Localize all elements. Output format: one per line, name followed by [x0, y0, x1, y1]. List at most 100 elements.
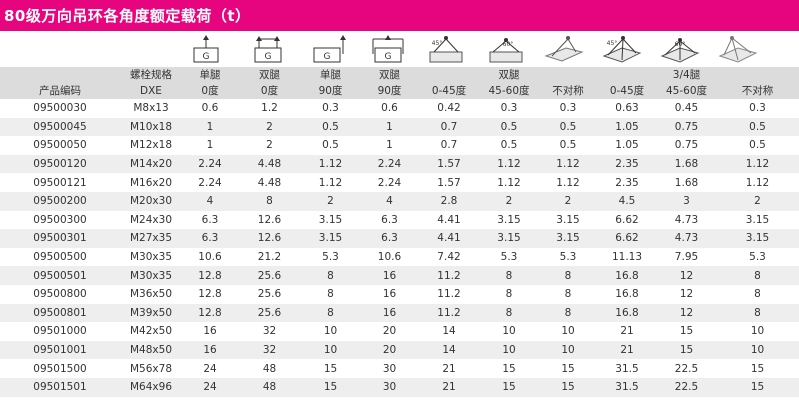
product-code-cell: 09500800	[0, 284, 120, 304]
load-value-cell: 1.12	[716, 173, 799, 192]
load-value-cell: 0.5	[301, 117, 360, 137]
load-value-cell: 48	[238, 359, 301, 378]
product-code-cell: 09501001	[0, 340, 120, 360]
double-leg-90-icon: G	[372, 35, 404, 63]
load-value-cell: 11.2	[419, 303, 479, 323]
bolt-spec-cell: M14x20	[120, 154, 182, 174]
load-value-cell: 1.68	[657, 154, 716, 174]
load-value-cell: 21	[597, 322, 657, 341]
header-cell: 0-45度	[419, 83, 479, 99]
three-four-leg-asym-icon	[718, 36, 758, 63]
load-value-cell: 2	[716, 191, 799, 211]
load-value-cell: 12.8	[182, 266, 238, 285]
svg-text:60°: 60°	[503, 41, 514, 48]
load-value-cell: 1.12	[716, 154, 799, 174]
load-value-cell: 3.15	[301, 210, 360, 230]
table-row: 09500801 M39x50 12.8 25.6 8 16 11.2 8 8 16.8 12 8	[0, 303, 799, 323]
load-value-cell: 15	[716, 359, 799, 378]
load-value-cell: 8	[539, 303, 597, 323]
header-row-bottom: 产品编码 DXE 0度 0度 90度 90度 0-45度 45-60度 不对称 0-45度 45-6…	[0, 83, 799, 99]
load-value-cell: 24	[182, 359, 238, 378]
header-cell	[716, 67, 799, 83]
load-value-cell: 2.35	[597, 154, 657, 174]
load-value-cell: 3.15	[716, 210, 799, 230]
header-cell: 90度	[301, 83, 360, 99]
load-value-cell: 0.5	[539, 117, 597, 137]
bolt-spec-cell: M64x96	[120, 377, 182, 397]
load-value-cell: 8	[238, 191, 301, 211]
load-value-cell: 0.6	[182, 99, 238, 118]
load-value-cell: 6.3	[182, 229, 238, 248]
table-row: 09501500 M56x78 24 48 15 30 21 15 15 31.5 22.5 15	[0, 359, 799, 378]
load-value-cell: 16	[360, 284, 419, 304]
header-cell: 45-60度	[479, 83, 539, 99]
load-value-cell: 1.12	[301, 173, 360, 192]
load-value-cell: 0.5	[479, 136, 539, 155]
single-leg-0-icon: G	[193, 35, 219, 63]
load-value-cell: 0.75	[657, 136, 716, 155]
header-cell: 双腿	[479, 67, 539, 83]
load-value-cell: 31.5	[597, 359, 657, 378]
load-value-cell: 8	[479, 266, 539, 285]
table-row: 09500501 M30x35 12.8 25.6 8 16 11.2 8 8 16.8 12 8	[0, 266, 799, 285]
bolt-spec-cell: M48x50	[120, 340, 182, 360]
product-code-cell: 09501500	[0, 359, 120, 378]
load-value-cell: 2	[479, 191, 539, 211]
load-value-cell: 4	[360, 191, 419, 211]
single-leg-90-icon: G	[313, 35, 346, 63]
table-row: 09500300 M24x30 6.3 12.6 3.15 6.3 4.41 3.15 3.15…	[0, 210, 799, 230]
load-value-cell: 12	[657, 266, 716, 285]
load-value-cell: 24	[182, 377, 238, 397]
load-value-cell: 4	[182, 191, 238, 211]
load-value-cell: 15	[539, 359, 597, 378]
bolt-spec-cell: M8x13	[120, 99, 182, 118]
load-value-cell: 14	[419, 340, 479, 360]
load-value-cell: 4.48	[238, 154, 301, 174]
header-cell: DXE	[120, 83, 182, 99]
table-body: 09500030 M8x13 0.6 1.2 0.3 0.6 0.42 0.3 0.3 0.63 0…	[0, 99, 799, 397]
load-value-cell: 2.24	[182, 154, 238, 174]
load-value-cell: 6.3	[360, 229, 419, 248]
load-value-cell: 3.15	[539, 210, 597, 230]
bolt-spec-cell: M30x35	[120, 266, 182, 285]
load-value-cell: 8	[301, 266, 360, 285]
load-value-cell: 3.15	[716, 229, 799, 248]
table-row: 09501501 M64x96 24 48 15 30 21 15 15 31.5 22.5 15	[0, 377, 799, 397]
load-value-cell: 12	[657, 303, 716, 323]
load-value-cell: 10	[539, 340, 597, 360]
load-value-cell: 8	[301, 303, 360, 323]
table-row: 09500120 M14x20 2.24 4.48 1.12 2.24 1.57 1.12 1.…	[0, 154, 799, 174]
load-value-cell: 8	[716, 303, 799, 323]
load-value-cell: 16.8	[597, 266, 657, 285]
table-row: 09500030 M8x13 0.6 1.2 0.3 0.6 0.42 0.3 0.3 0.63 0…	[0, 99, 799, 118]
load-table: 螺栓规格 单腿 双腿 单腿 双腿 双腿 3/4腿 产品编码 DXE 0度 0度 90度 90度 0-45…	[0, 67, 799, 397]
header-cell: 单腿	[301, 67, 360, 83]
table-row: 09500121 M16x20 2.24 4.48 1.12 2.24 1.57 1.12 1.…	[0, 173, 799, 192]
load-value-cell: 1.12	[479, 154, 539, 174]
load-value-cell: 0.6	[360, 99, 419, 118]
table-row: 09500800 M36x50 12.8 25.6 8 16 11.2 8 8 16.8 12 8	[0, 284, 799, 304]
load-value-cell: 0.7	[419, 136, 479, 155]
load-value-cell: 1.12	[539, 154, 597, 174]
load-value-cell: 48	[238, 377, 301, 397]
load-value-cell: 10	[539, 322, 597, 341]
load-value-cell: 0.7	[419, 117, 479, 137]
load-value-cell: 8	[716, 284, 799, 304]
load-value-cell: 2	[238, 117, 301, 137]
load-value-cell: 0.5	[539, 136, 597, 155]
load-value-cell: 21.2	[238, 247, 301, 267]
header-cell: 螺栓规格	[120, 67, 182, 83]
load-value-cell: 2	[539, 191, 597, 211]
three-four-leg-0-45-icon: 45°	[602, 36, 642, 63]
load-value-cell: 2.24	[182, 173, 238, 192]
three-four-leg-45-60-icon: 60°	[660, 38, 700, 63]
load-value-cell: 16	[182, 322, 238, 341]
load-value-cell: 0.3	[716, 99, 799, 118]
load-value-cell: 16	[360, 266, 419, 285]
load-value-cell: 4.41	[419, 210, 479, 230]
load-value-cell: 4.5	[597, 191, 657, 211]
svg-text:45°: 45°	[432, 40, 443, 47]
load-value-cell: 15	[539, 377, 597, 397]
load-value-cell: 10.6	[182, 247, 238, 267]
load-value-cell: 0.5	[716, 117, 799, 137]
